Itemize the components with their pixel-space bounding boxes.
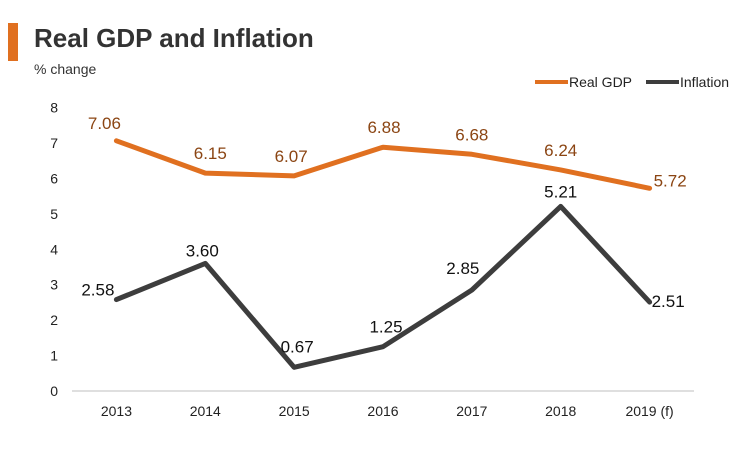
data-label-real-gdp: 6.15 bbox=[194, 144, 227, 163]
legend-label-inflation: Inflation bbox=[680, 74, 729, 90]
data-label-inflation: 2.85 bbox=[446, 259, 479, 278]
series-layer bbox=[113, 138, 653, 370]
y-tick-label: 6 bbox=[50, 170, 58, 186]
legend: Real GDP Inflation bbox=[535, 74, 729, 90]
chart-subtitle: % change bbox=[34, 61, 97, 77]
y-tick-label: 7 bbox=[50, 135, 58, 151]
data-label-inflation: 2.51 bbox=[652, 292, 685, 311]
x-axis-ticks: 2013 2014 2015 2016 2017 2018 2019 (f) bbox=[101, 403, 674, 419]
legend-label-real-gdp: Real GDP bbox=[569, 74, 632, 90]
y-axis-ticks: 0 1 2 3 4 5 6 7 8 bbox=[50, 100, 58, 400]
x-tick-label: 2019 (f) bbox=[625, 403, 673, 419]
series-line-inflation bbox=[113, 203, 653, 370]
x-tick-label: 2017 bbox=[456, 403, 487, 419]
y-tick-label: 0 bbox=[50, 383, 58, 399]
data-label-real-gdp: 6.68 bbox=[455, 125, 488, 144]
data-label-inflation: 0.67 bbox=[281, 337, 314, 356]
data-label-inflation: 3.60 bbox=[186, 241, 219, 260]
data-label-real-gdp: 6.07 bbox=[275, 147, 308, 166]
x-tick-label: 2018 bbox=[545, 403, 576, 419]
x-tick-label: 2015 bbox=[279, 403, 310, 419]
data-label-real-gdp: 6.88 bbox=[367, 118, 400, 137]
data-label-real-gdp: 5.72 bbox=[654, 171, 687, 190]
x-tick-label: 2013 bbox=[101, 403, 132, 419]
y-tick-label: 1 bbox=[50, 348, 58, 364]
y-tick-label: 8 bbox=[50, 100, 58, 116]
y-tick-label: 4 bbox=[50, 241, 58, 257]
x-tick-label: 2016 bbox=[367, 403, 398, 419]
chart-title: Real GDP and Inflation bbox=[34, 23, 314, 53]
y-tick-label: 3 bbox=[50, 277, 58, 293]
data-label-real-gdp: 7.06 bbox=[88, 114, 121, 133]
y-tick-label: 2 bbox=[50, 312, 58, 328]
data-labels-layer: 7.06 6.15 6.07 6.88 6.68 6.24 5.72 2.58 3.60 0.67… bbox=[81, 114, 686, 356]
data-label-inflation: 2.58 bbox=[81, 281, 114, 300]
y-tick-label: 5 bbox=[50, 206, 58, 222]
data-label-inflation: 1.25 bbox=[369, 318, 402, 337]
data-label-real-gdp: 6.24 bbox=[544, 141, 577, 160]
series-line-real-gdp bbox=[113, 138, 653, 191]
title-accent-bar bbox=[8, 23, 18, 61]
data-label-inflation: 5.21 bbox=[544, 182, 577, 201]
x-tick-label: 2014 bbox=[190, 403, 221, 419]
